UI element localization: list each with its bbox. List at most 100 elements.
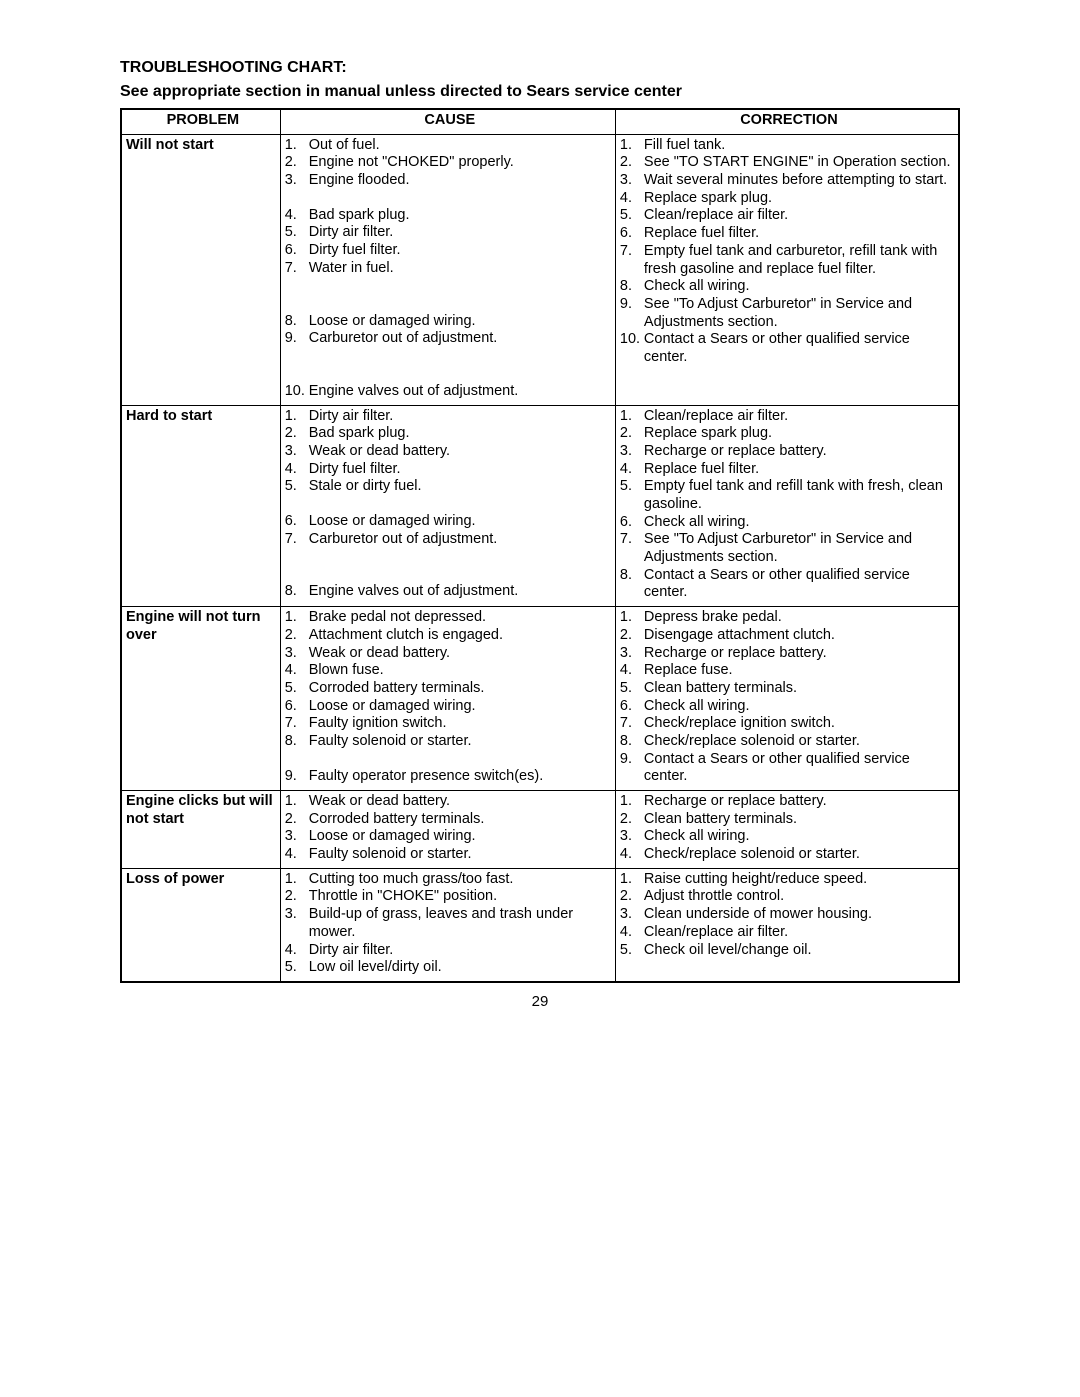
list-item: 5.Clean battery terminals.	[644, 680, 954, 698]
list-item: 2.Engine not "CHOKED" properly.	[309, 154, 611, 172]
correction-cell: 1.Fill fuel tank. 2.See "TO START ENGINE…	[615, 134, 959, 405]
list-item: 6.Loose or damaged wiring.	[309, 698, 611, 716]
list-item: 4.Faulty solenoid or starter.	[309, 846, 611, 864]
list-item: 4.Dirty fuel filter.	[309, 461, 611, 479]
list-item: 8.Check/replace solenoid or starter.	[644, 733, 954, 751]
list-item: 9.Contact a Sears or other qualified ser…	[644, 751, 954, 786]
problem-label: Loss of power	[126, 871, 224, 887]
cause-cell: 1.Dirty air filter. 2.Bad spark plug. 3.…	[280, 405, 615, 607]
header-cause: CAUSE	[280, 109, 615, 134]
list-item: 2.Attachment clutch is engaged.	[309, 627, 611, 645]
list-item: 4.Dirty air filter.	[309, 942, 611, 960]
header-correction: CORRECTION	[615, 109, 959, 134]
table-row: Hard to start 1.Dirty air filter. 2.Bad …	[121, 405, 959, 607]
list-item: 4.Blown fuse.	[309, 662, 611, 680]
cause-cell: 1.Weak or dead battery. 2.Corroded batte…	[280, 791, 615, 869]
correction-list: 1.Recharge or replace battery. 2.Clean b…	[620, 793, 954, 864]
list-item: 2.Adjust throttle control.	[644, 888, 954, 906]
list-item: 3.Engine flooded.	[309, 172, 611, 190]
list-item: 1.Recharge or replace battery.	[644, 793, 954, 811]
list-item: 4.Replace fuse.	[644, 662, 954, 680]
list-item: 2.See "TO START ENGINE" in Operation sec…	[644, 154, 954, 172]
list-item: 6.Dirty fuel filter.	[309, 242, 611, 260]
list-item: 6.Replace fuel filter.	[644, 225, 954, 243]
correction-cell: 1.Recharge or replace battery. 2.Clean b…	[615, 791, 959, 869]
list-item: 7.Water in fuel.	[309, 260, 611, 278]
list-item: 3.Wait several minutes before attempting…	[644, 172, 954, 190]
table-row: Will not start 1.Out of fuel. 2.Engine n…	[121, 134, 959, 405]
correction-list: 1.Fill fuel tank. 2.See "TO START ENGINE…	[620, 137, 954, 367]
list-item: 9.See "To Adjust Carburetor" in Service …	[644, 296, 954, 331]
problem-cell: Engine clicks but will not start	[121, 791, 280, 869]
list-item: 2.Replace spark plug.	[644, 425, 954, 443]
list-item: 6.Loose or damaged wiring.	[309, 513, 611, 531]
list-item: 10.Engine valves out of adjustment.	[309, 383, 611, 401]
table-row: Engine will not turn over 1.Brake pedal …	[121, 607, 959, 791]
list-item: 8.Engine valves out of adjustment.	[309, 583, 611, 601]
list-item: 3.Check all wiring.	[644, 828, 954, 846]
list-item: 3.Loose or damaged wiring.	[309, 828, 611, 846]
list-item: 4.Clean/replace air filter.	[644, 924, 954, 942]
cause-list: 1.Out of fuel. 2.Engine not "CHOKED" pro…	[285, 137, 611, 401]
problem-cell: Loss of power	[121, 868, 280, 982]
problem-label: Engine clicks but will not start	[126, 793, 273, 827]
cause-list: 1.Cutting too much grass/too fast. 2.Thr…	[285, 871, 611, 977]
cause-list: 1.Dirty air filter. 2.Bad spark plug. 3.…	[285, 408, 611, 602]
list-item: 8.Check all wiring.	[644, 278, 954, 296]
page-number: 29	[120, 993, 960, 1010]
list-item: 8.Loose or damaged wiring.	[309, 313, 611, 331]
list-item: 7.See "To Adjust Carburetor" in Service …	[644, 531, 954, 566]
list-item: 5.Low oil level/dirty oil.	[309, 959, 611, 977]
list-item: 1.Fill fuel tank.	[644, 137, 954, 155]
list-item: 3.Build-up of grass, leaves and trash un…	[309, 906, 611, 941]
chart-title: TROUBLESHOOTING CHART:	[120, 58, 960, 78]
list-item: 4.Replace fuel filter.	[644, 461, 954, 479]
cause-cell: 1.Cutting too much grass/too fast. 2.Thr…	[280, 868, 615, 982]
cause-list: 1.Weak or dead battery. 2.Corroded batte…	[285, 793, 611, 864]
list-item: 3.Clean underside of mower housing.	[644, 906, 954, 924]
cause-list: 1.Brake pedal not depressed. 2.Attachmen…	[285, 609, 611, 785]
list-item: 4.Bad spark plug.	[309, 207, 611, 225]
list-item: 7.Check/replace ignition switch.	[644, 715, 954, 733]
correction-list: 1.Raise cutting height/reduce speed. 2.A…	[620, 871, 954, 959]
list-item: 8.Faulty solenoid or starter.	[309, 733, 611, 751]
troubleshooting-table: PROBLEM CAUSE CORRECTION Will not start …	[120, 108, 960, 983]
problem-label: Hard to start	[126, 408, 212, 424]
correction-cell: 1.Raise cutting height/reduce speed. 2.A…	[615, 868, 959, 982]
correction-cell: 1.Depress brake pedal. 2.Disengage attac…	[615, 607, 959, 791]
list-item: 1.Out of fuel.	[309, 137, 611, 155]
correction-list: 1.Depress brake pedal. 2.Disengage attac…	[620, 609, 954, 786]
list-item: 2.Throttle in "CHOKE" position.	[309, 888, 611, 906]
list-item: 4.Check/replace solenoid or starter.	[644, 846, 954, 864]
list-item: 5.Stale or dirty fuel.	[309, 478, 611, 496]
list-item: 5.Check oil level/change oil.	[644, 942, 954, 960]
problem-cell: Will not start	[121, 134, 280, 405]
list-item: 1.Dirty air filter.	[309, 408, 611, 426]
table-header-row: PROBLEM CAUSE CORRECTION	[121, 109, 959, 134]
list-item: 3.Recharge or replace battery.	[644, 645, 954, 663]
list-item: 1.Raise cutting height/reduce speed.	[644, 871, 954, 889]
list-item: 3.Weak or dead battery.	[309, 443, 611, 461]
problem-cell: Engine will not turn over	[121, 607, 280, 791]
list-item: 2.Disengage attachment clutch.	[644, 627, 954, 645]
correction-list: 1.Clean/replace air filter. 2.Replace sp…	[620, 408, 954, 603]
list-item: 5.Dirty air filter.	[309, 224, 611, 242]
list-item: 9.Carburetor out of adjustment.	[309, 330, 611, 348]
list-item: 1.Weak or dead battery.	[309, 793, 611, 811]
list-item: 8.Contact a Sears or other qualified ser…	[644, 567, 954, 602]
problem-cell: Hard to start	[121, 405, 280, 607]
list-item: 2.Bad spark plug.	[309, 425, 611, 443]
list-item: 7.Carburetor out of adjustment.	[309, 531, 611, 549]
list-item: 1.Cutting too much grass/too fast.	[309, 871, 611, 889]
list-item: 5.Empty fuel tank and refill tank with f…	[644, 478, 954, 513]
page: TROUBLESHOOTING CHART: See appropriate s…	[0, 0, 1080, 1040]
list-item: 2.Clean battery terminals.	[644, 811, 954, 829]
table-row: Engine clicks but will not start 1.Weak …	[121, 791, 959, 869]
correction-cell: 1.Clean/replace air filter. 2.Replace sp…	[615, 405, 959, 607]
list-item: 7.Empty fuel tank and carburetor, refill…	[644, 243, 954, 278]
list-item: 6.Check all wiring.	[644, 698, 954, 716]
problem-label: Engine will not turn over	[126, 609, 261, 643]
table-row: Loss of power 1.Cutting too much grass/t…	[121, 868, 959, 982]
list-item: 6.Check all wiring.	[644, 514, 954, 532]
cause-cell: 1.Brake pedal not depressed. 2.Attachmen…	[280, 607, 615, 791]
